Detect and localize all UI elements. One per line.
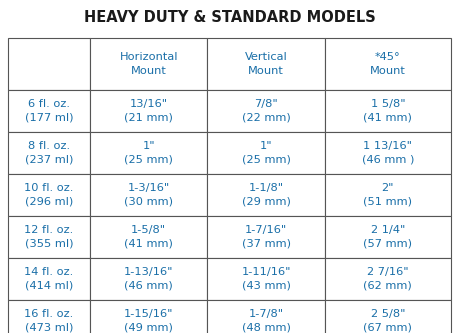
Bar [207, 90, 325, 132]
Text: 1-3/16"
(30 mm): 1-3/16" (30 mm) [124, 183, 173, 207]
Text: 1-7/16"
(37 mm): 1-7/16" (37 mm) [241, 225, 291, 249]
Bar [325, 132, 451, 174]
Bar [207, 216, 325, 258]
Bar [325, 38, 451, 90]
Bar [325, 258, 451, 300]
Text: 2 7/16"
(62 mm): 2 7/16" (62 mm) [364, 267, 412, 291]
Bar [8, 300, 90, 333]
Text: 1-15/16"
(49 mm): 1-15/16" (49 mm) [124, 309, 174, 333]
Bar [90, 300, 207, 333]
Text: 10 fl. oz.
(296 ml): 10 fl. oz. (296 ml) [24, 183, 73, 207]
Text: Vertical
Mount: Vertical Mount [245, 52, 287, 76]
Text: 2 1/4"
(57 mm): 2 1/4" (57 mm) [364, 225, 412, 249]
Text: 1"
(25 mm): 1" (25 mm) [241, 141, 291, 165]
Bar [325, 90, 451, 132]
Bar [90, 174, 207, 216]
Bar [207, 132, 325, 174]
Text: 16 fl. oz.
(473 ml): 16 fl. oz. (473 ml) [24, 309, 73, 333]
Text: 1 13/16"
(46 mm ): 1 13/16" (46 mm ) [362, 141, 414, 165]
Text: 7/8"
(22 mm): 7/8" (22 mm) [242, 99, 291, 123]
Bar [207, 300, 325, 333]
Bar [325, 174, 451, 216]
Text: *45°
Mount: *45° Mount [370, 52, 406, 76]
Text: 1 5/8"
(41 mm): 1 5/8" (41 mm) [364, 99, 412, 123]
Bar [90, 216, 207, 258]
Text: 1-7/8"
(48 mm): 1-7/8" (48 mm) [241, 309, 291, 333]
Text: 14 fl. oz.
(414 ml): 14 fl. oz. (414 ml) [24, 267, 73, 291]
Text: 12 fl. oz.
(355 ml): 12 fl. oz. (355 ml) [24, 225, 73, 249]
Bar [90, 38, 207, 90]
Bar [90, 258, 207, 300]
Text: 2 5/8"
(67 mm): 2 5/8" (67 mm) [364, 309, 412, 333]
Bar [8, 38, 90, 90]
Bar [8, 216, 90, 258]
Bar [8, 132, 90, 174]
Text: 8 fl. oz.
(237 ml): 8 fl. oz. (237 ml) [25, 141, 73, 165]
Text: 1-1/8"
(29 mm): 1-1/8" (29 mm) [241, 183, 291, 207]
Bar [325, 216, 451, 258]
Bar [207, 38, 325, 90]
Bar [90, 132, 207, 174]
Bar [207, 174, 325, 216]
Text: 2"
(51 mm): 2" (51 mm) [364, 183, 412, 207]
Text: 1-11/16"
(43 mm): 1-11/16" (43 mm) [241, 267, 291, 291]
Bar [8, 90, 90, 132]
Bar [325, 300, 451, 333]
Bar [8, 174, 90, 216]
Text: 1-5/8"
(41 mm): 1-5/8" (41 mm) [124, 225, 173, 249]
Bar [207, 258, 325, 300]
Text: 1-13/16"
(46 mm): 1-13/16" (46 mm) [124, 267, 174, 291]
Text: 13/16"
(21 mm): 13/16" (21 mm) [124, 99, 173, 123]
Text: Horizontal
Mount: Horizontal Mount [119, 52, 178, 76]
Text: 1"
(25 mm): 1" (25 mm) [124, 141, 173, 165]
Text: 6 fl. oz.
(177 ml): 6 fl. oz. (177 ml) [25, 99, 73, 123]
Bar [8, 258, 90, 300]
Text: HEAVY DUTY & STANDARD MODELS: HEAVY DUTY & STANDARD MODELS [84, 11, 375, 26]
Bar [90, 90, 207, 132]
